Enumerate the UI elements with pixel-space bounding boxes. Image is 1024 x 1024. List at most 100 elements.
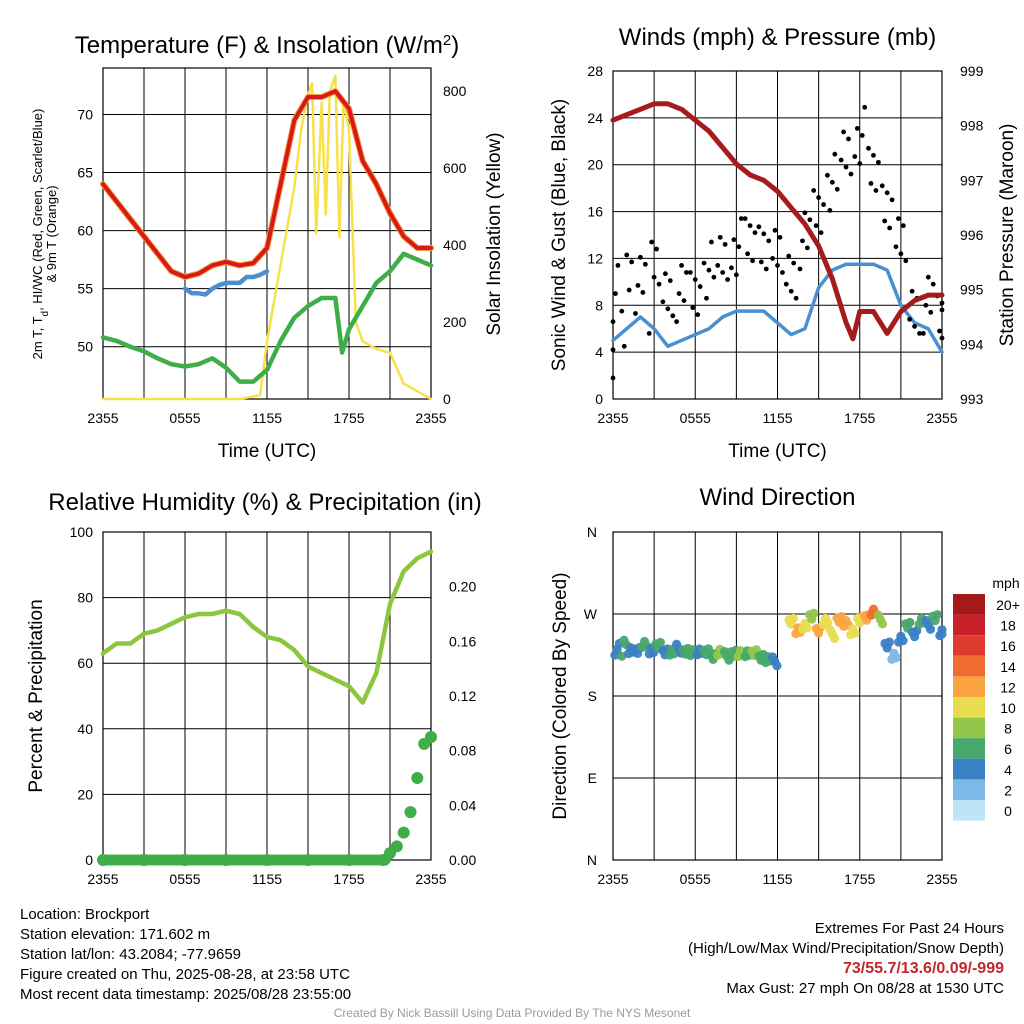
- gust-point: [848, 171, 854, 177]
- y2-tick-label: 200: [443, 314, 467, 330]
- gust-point: [884, 190, 890, 196]
- colorbar-swatch: [953, 697, 985, 718]
- x-tick-label: 2355: [926, 410, 957, 426]
- wind-direction-point: [829, 633, 840, 644]
- x-tick-label: 1755: [844, 871, 875, 887]
- precipitation-point: [261, 854, 273, 866]
- gust-point: [832, 151, 838, 157]
- gust-point: [770, 256, 775, 261]
- gust-point: [816, 195, 822, 200]
- y2-tick-label: 400: [443, 237, 467, 253]
- colorbar-label: 10: [1000, 700, 1016, 716]
- extremes-heading: Extremes For Past 24 Hours: [814, 920, 1004, 937]
- chart-title: Relative Humidity (%) & Precipitation (i…: [48, 489, 481, 516]
- plot-frame: [102, 67, 432, 400]
- gust-point: [747, 223, 753, 229]
- precipitation-point: [390, 840, 403, 853]
- gust-point: [857, 161, 863, 166]
- gust-point: [811, 188, 817, 193]
- y-tick-label: 40: [77, 721, 93, 737]
- gust-point: [937, 328, 942, 334]
- y2-tick-label: 999: [960, 63, 984, 79]
- gust-point: [875, 159, 881, 165]
- gust-point: [777, 234, 783, 240]
- gust-point: [681, 298, 687, 303]
- gust-point: [930, 281, 936, 287]
- gust-point: [697, 284, 703, 289]
- gust-point: [642, 261, 648, 267]
- gust-point: [750, 258, 755, 264]
- gust-point: [715, 263, 721, 268]
- gust-point: [909, 288, 915, 294]
- y2-axis-label: Station Pressure (Maroon): [997, 124, 1018, 347]
- station-info: Location: Brockport Station elevation: 1…: [20, 905, 351, 1005]
- gust-point: [704, 295, 709, 301]
- precipitation-point: [220, 854, 232, 866]
- wind-direction-point: [802, 623, 812, 633]
- gust-point: [907, 316, 913, 322]
- x-tick-label: 1155: [252, 410, 282, 426]
- colorbar-label: 4: [1004, 762, 1012, 778]
- gust-point: [871, 152, 876, 158]
- gust-point: [786, 253, 792, 259]
- y-label-line: 2m T, T: [30, 316, 45, 359]
- gust-point: [873, 188, 879, 193]
- colorbar-swatch: [953, 800, 985, 821]
- gust-point: [829, 179, 835, 185]
- x-tick-label: 2355: [87, 871, 118, 887]
- gust-point: [717, 234, 723, 240]
- wind-chill-line: [182, 268, 270, 297]
- wind-direction-point: [932, 610, 942, 620]
- y-tick-label: 0: [85, 852, 93, 868]
- y-label-line: , HI/WC (Red, Green, Scarlet/Blue): [30, 109, 45, 311]
- colorbar-swatch: [953, 676, 985, 697]
- plot-frame: [612, 531, 943, 861]
- gust-point: [834, 186, 840, 192]
- max-gust-text: Max Gust: 27 mph On 08/28 at 1530 UTC: [726, 980, 1004, 997]
- gust-point: [709, 239, 714, 245]
- y-tick-label: 55: [77, 281, 93, 297]
- gust-point: [629, 259, 635, 265]
- gust-point: [925, 274, 931, 280]
- x-tick-label: 1755: [333, 871, 364, 887]
- chart-title: Winds (mph) & Pressure (mb): [619, 24, 936, 51]
- colorbar-title: mph: [992, 575, 1019, 591]
- gust-point: [772, 227, 778, 233]
- wind-direction-point: [898, 636, 908, 646]
- x-tick-label: 1755: [844, 410, 875, 426]
- extremes-subheading: (High/Low/Max Wind/Precipitation/Snow De…: [688, 940, 1004, 957]
- colorbar-label: 6: [1004, 741, 1012, 757]
- gust-point: [766, 238, 772, 244]
- colorbar-label: 0: [1004, 803, 1012, 819]
- title-end: ): [451, 32, 459, 59]
- y2-tick-label: 0.20: [449, 579, 476, 595]
- plot-frame: [612, 70, 943, 400]
- gust-point: [610, 375, 616, 381]
- y-tick-label: 16: [587, 204, 603, 220]
- colorbar-swatch: [953, 779, 985, 800]
- y-tick-label: E: [588, 770, 597, 786]
- gust-point: [651, 274, 657, 280]
- y2-tick-label: 0: [443, 391, 451, 407]
- gust-point: [791, 260, 797, 266]
- y2-tick-label: 994: [960, 336, 984, 352]
- gust-point: [624, 252, 630, 258]
- gust-point: [912, 323, 917, 329]
- colorbar-swatch: [953, 758, 985, 780]
- y2-tick-label: 995: [960, 282, 984, 298]
- gust-point: [690, 305, 696, 311]
- wind-direction-point: [891, 653, 901, 663]
- gust-point: [635, 282, 641, 288]
- gust-point: [745, 251, 751, 257]
- gust-point: [638, 254, 643, 260]
- gust-point: [626, 287, 632, 293]
- gust-point: [923, 302, 929, 308]
- y-tick-label: N: [587, 852, 597, 868]
- gust-point: [882, 218, 888, 224]
- colorbar-swatch: [953, 635, 985, 656]
- recent-data-text: Most recent data timestamp: 2025/08/28 2…: [20, 986, 352, 1003]
- elevation-text: Station elevation: 171.602 m: [20, 926, 211, 943]
- wind-direction-point: [809, 608, 819, 618]
- x-tick-label: 0555: [169, 871, 200, 887]
- gust-point: [807, 217, 813, 223]
